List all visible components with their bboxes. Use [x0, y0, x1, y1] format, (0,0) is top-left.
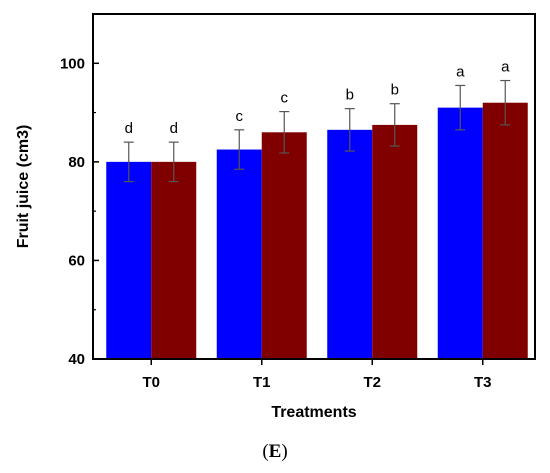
significance-letters-layer: d d c c b b a a: [125, 59, 511, 138]
plot-frame: [92, 13, 536, 360]
y-tick-label-80: 80: [68, 154, 85, 171]
bar-T2-series2: [372, 124, 418, 360]
bar-T3-series1: [437, 107, 483, 360]
significance-letter-T0-series2: d: [170, 120, 178, 137]
x-tick-label-T0: T0: [142, 374, 160, 391]
bar-T0-series1: [106, 161, 152, 359]
y-tick-label-40: 40: [68, 351, 85, 368]
x-axis-ticks: T0 T1 T2 T3: [142, 359, 492, 391]
panel-label-close: ): [281, 441, 287, 462]
bars-layer: [106, 102, 528, 360]
y-tick-label-100: 100: [60, 55, 85, 72]
panel-label-letter: E: [269, 441, 282, 462]
x-tick-label-T3: T3: [474, 374, 492, 391]
significance-letter-T2-series2: b: [391, 82, 399, 99]
y-tick-label-60: 60: [68, 252, 85, 269]
bar-T1-series2: [261, 132, 307, 359]
bar-T1-series1: [216, 149, 262, 359]
significance-letter-T2-series1: b: [346, 87, 354, 104]
bar-T3-series2: [482, 102, 528, 359]
y-axis-ticks: 40 60 80 100: [60, 55, 99, 368]
x-tick-label-T2: T2: [363, 374, 381, 391]
error-bar-T1-series2: [279, 110, 290, 154]
error-bar-T3-series2: [500, 79, 511, 126]
significance-letter-T3-series1: a: [456, 63, 465, 80]
significance-letter-T1-series1: c: [236, 108, 244, 125]
x-axis-title: Treatments: [271, 404, 356, 421]
panel-label: (E): [262, 441, 287, 462]
bar-T2-series1: [327, 129, 373, 359]
significance-letter-T3-series2: a: [501, 59, 510, 76]
panel-label-open: (: [262, 441, 268, 462]
error-bar-T3-series1: [455, 84, 466, 131]
error-bar-T2-series1: [344, 108, 355, 152]
significance-letter-T0-series1: d: [125, 120, 133, 137]
error-bar-T2-series2: [389, 103, 400, 147]
error-bar-T0-series2: [168, 141, 179, 183]
error-bar-T1-series1: [234, 129, 245, 170]
y-axis-title: Fruit juice (cm3): [15, 125, 32, 249]
bar-T0-series2: [151, 161, 197, 359]
error-bar-T0-series1: [123, 141, 134, 183]
error-bars-layer: [123, 79, 511, 183]
x-tick-label-T1: T1: [253, 374, 271, 391]
significance-letter-T1-series2: c: [281, 90, 289, 107]
